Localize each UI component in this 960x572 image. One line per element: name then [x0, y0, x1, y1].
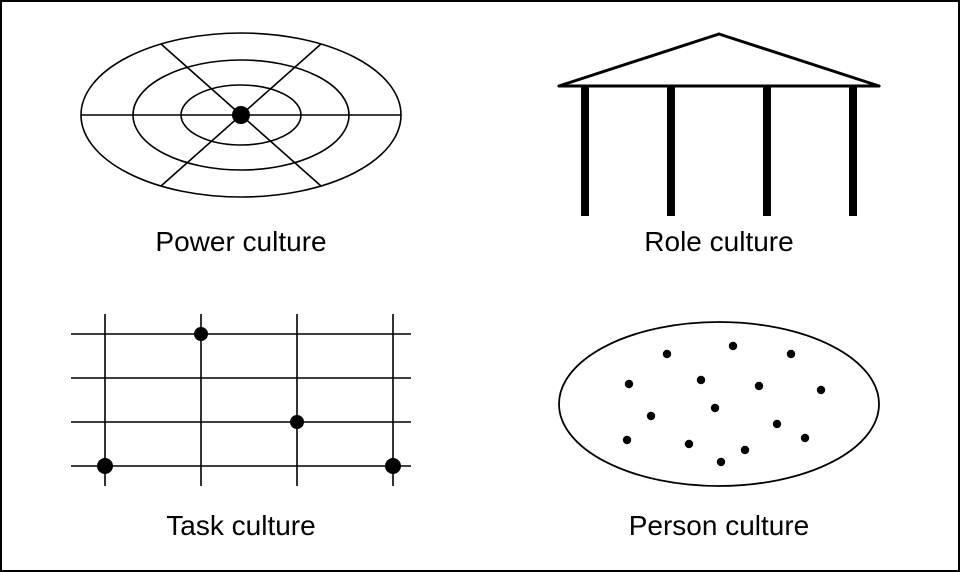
panel-role-culture: Role culture [480, 2, 958, 286]
panel-person-culture: Person culture [480, 286, 958, 570]
panel-power-culture: Power culture [2, 2, 480, 286]
figure-grid: Power culture Role culture Task culture … [2, 2, 958, 570]
power-culture-diagram [61, 20, 421, 220]
task-culture-diagram [61, 304, 421, 504]
role-culture-label: Role culture [644, 226, 793, 258]
role-culture-diagram [539, 20, 899, 220]
person-culture-label: Person culture [629, 510, 810, 542]
person-culture-diagram [539, 304, 899, 504]
figure-frame: Power culture Role culture Task culture … [0, 0, 960, 572]
task-culture-label: Task culture [166, 510, 315, 542]
power-culture-label: Power culture [155, 226, 326, 258]
panel-task-culture: Task culture [2, 286, 480, 570]
